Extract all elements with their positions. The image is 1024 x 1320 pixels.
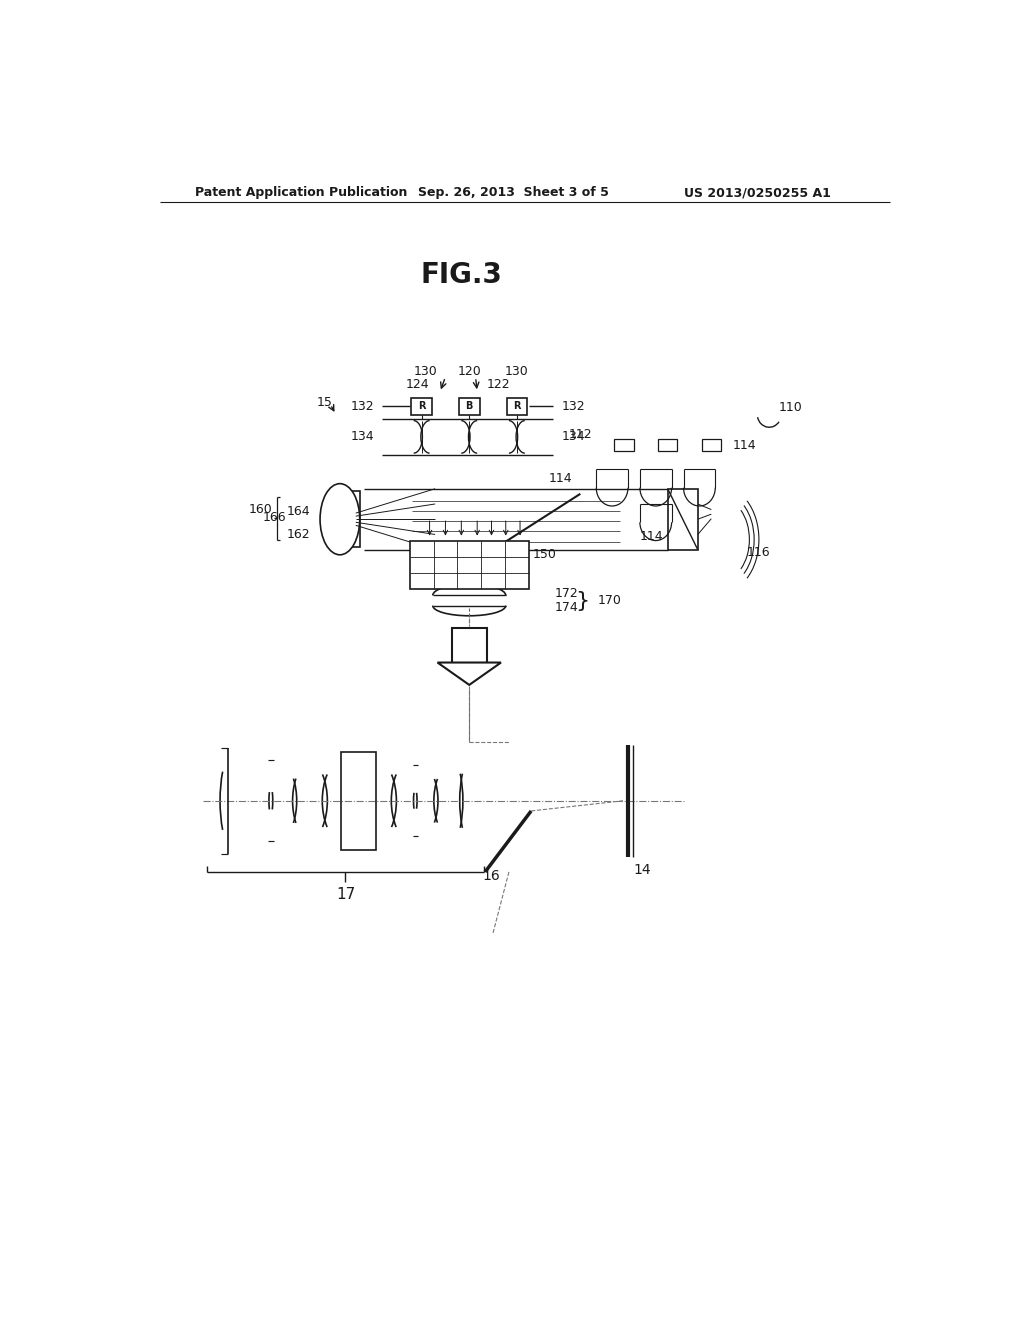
- Bar: [412, 399, 432, 414]
- Text: 164: 164: [287, 504, 310, 517]
- Text: 112: 112: [568, 429, 592, 441]
- Text: 162: 162: [287, 528, 310, 541]
- Text: 134: 134: [350, 430, 374, 444]
- Text: 15: 15: [316, 396, 333, 409]
- Text: 150: 150: [532, 548, 557, 561]
- Text: Sep. 26, 2013  Sheet 3 of 5: Sep. 26, 2013 Sheet 3 of 5: [418, 186, 608, 199]
- Text: 166: 166: [263, 511, 287, 524]
- Text: 160: 160: [249, 503, 272, 516]
- Text: FIG.3: FIG.3: [421, 261, 502, 289]
- Text: 16: 16: [482, 869, 501, 883]
- Text: R: R: [513, 401, 520, 412]
- Text: 110: 110: [778, 401, 803, 414]
- Polygon shape: [437, 663, 501, 685]
- Text: 122: 122: [486, 378, 510, 391]
- Text: 132: 132: [561, 400, 585, 413]
- Text: 130: 130: [505, 366, 528, 379]
- Text: 120: 120: [458, 366, 481, 379]
- Bar: [452, 628, 486, 663]
- Text: 130: 130: [414, 366, 437, 379]
- Text: 14: 14: [634, 863, 651, 876]
- Text: R: R: [418, 401, 425, 412]
- Text: 116: 116: [748, 546, 771, 560]
- Bar: [459, 399, 479, 414]
- Text: Patent Application Publication: Patent Application Publication: [196, 186, 408, 199]
- Text: 172: 172: [555, 587, 579, 599]
- Text: 114: 114: [549, 473, 572, 484]
- Text: US 2013/0250255 A1: US 2013/0250255 A1: [684, 186, 830, 199]
- Bar: [614, 440, 634, 451]
- Bar: [507, 399, 527, 414]
- Bar: [701, 440, 721, 451]
- Text: 170: 170: [598, 594, 622, 607]
- Text: 114: 114: [640, 531, 664, 543]
- Text: 174: 174: [555, 601, 579, 614]
- Ellipse shape: [321, 483, 359, 554]
- Text: 17: 17: [336, 887, 355, 902]
- Text: B: B: [466, 401, 473, 412]
- Bar: [344, 491, 359, 548]
- Bar: [410, 541, 528, 589]
- Text: 132: 132: [350, 400, 374, 413]
- Bar: [341, 752, 376, 850]
- Text: 134: 134: [561, 430, 585, 444]
- Text: 114: 114: [733, 438, 757, 451]
- Bar: [658, 440, 677, 451]
- Text: }: }: [575, 590, 590, 611]
- Text: 124: 124: [406, 378, 430, 391]
